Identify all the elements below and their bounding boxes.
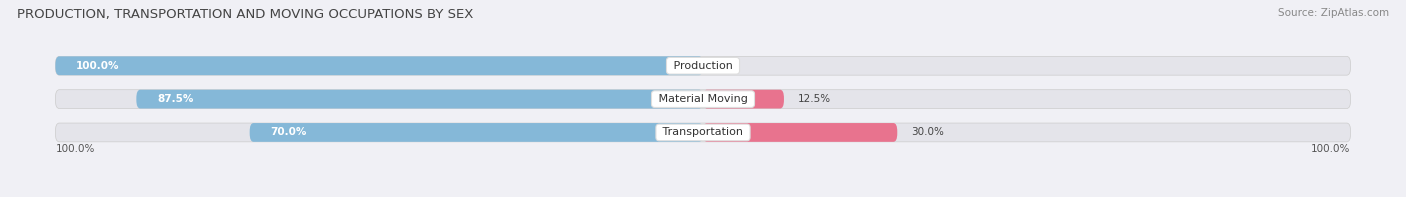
FancyBboxPatch shape <box>55 56 1351 75</box>
Text: Material Moving: Material Moving <box>655 94 751 104</box>
Text: 100.0%: 100.0% <box>55 144 94 154</box>
Text: 70.0%: 70.0% <box>270 127 307 138</box>
Text: Transportation: Transportation <box>659 127 747 138</box>
FancyBboxPatch shape <box>55 90 1351 109</box>
Text: PRODUCTION, TRANSPORTATION AND MOVING OCCUPATIONS BY SEX: PRODUCTION, TRANSPORTATION AND MOVING OC… <box>17 8 474 21</box>
Text: 100.0%: 100.0% <box>1312 144 1351 154</box>
FancyBboxPatch shape <box>703 123 897 142</box>
Text: 100.0%: 100.0% <box>76 61 120 71</box>
Text: 87.5%: 87.5% <box>157 94 194 104</box>
FancyBboxPatch shape <box>55 56 703 75</box>
Text: 30.0%: 30.0% <box>911 127 943 138</box>
FancyBboxPatch shape <box>55 123 1351 142</box>
Text: Production: Production <box>669 61 737 71</box>
FancyBboxPatch shape <box>136 90 703 109</box>
FancyBboxPatch shape <box>250 123 703 142</box>
Text: Source: ZipAtlas.com: Source: ZipAtlas.com <box>1278 8 1389 18</box>
FancyBboxPatch shape <box>703 90 785 109</box>
Text: 12.5%: 12.5% <box>797 94 831 104</box>
